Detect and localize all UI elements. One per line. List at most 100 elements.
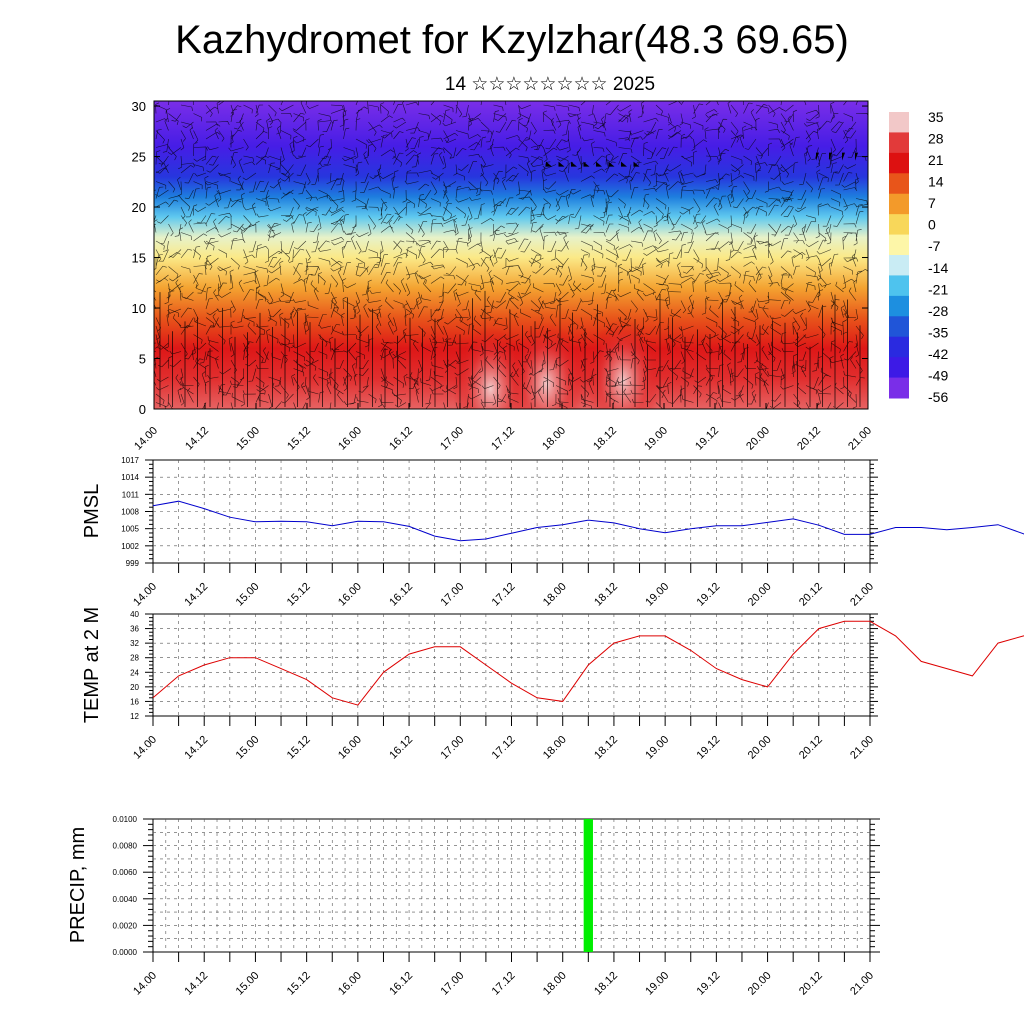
wind-flag-right-1 bbox=[829, 152, 832, 161]
pmsl-xtick-label-8: 18.00 bbox=[541, 581, 569, 609]
heat-xtick-label-10: 19.00 bbox=[642, 425, 670, 453]
wind-flag-2 bbox=[571, 161, 577, 167]
pmsl-ylabel: PMSL bbox=[81, 484, 103, 538]
pmsl-ytick-label-6: 1017 bbox=[121, 456, 139, 465]
colorbar-label-1: 28 bbox=[928, 131, 944, 147]
colorbar-bin-6 bbox=[889, 234, 909, 256]
heat-ytick-label-3: 15 bbox=[132, 251, 146, 266]
temp-ytick-label-2: 20 bbox=[130, 683, 139, 692]
colorbar-label-0: 35 bbox=[928, 109, 944, 125]
temp-xtick-label-3: 15.12 bbox=[285, 734, 313, 762]
precip-xtick-label-2: 15.00 bbox=[234, 970, 262, 998]
precip-xtick-label-8: 18.00 bbox=[541, 970, 569, 998]
colorbar-bin-7 bbox=[889, 255, 909, 276]
pmsl-ytick-label-1: 1002 bbox=[121, 542, 139, 551]
pmsl-grid bbox=[153, 460, 870, 563]
precip-ytick-label-1: 0.0020 bbox=[113, 921, 138, 930]
colorbar-bin-9 bbox=[889, 295, 909, 317]
temp-xtick-label-13: 20.12 bbox=[797, 734, 825, 762]
pmsl-xtick-label-9: 18.12 bbox=[592, 581, 620, 609]
pmsl-xtick-label-1: 14.12 bbox=[182, 581, 210, 609]
precip-ytick-label-4: 0.0080 bbox=[113, 842, 138, 851]
colorbar-label-3: 14 bbox=[928, 174, 944, 190]
wind-flag-5 bbox=[608, 161, 615, 167]
temp-xtick-label-14: 21.00 bbox=[848, 734, 876, 762]
colorbar-label-2: 21 bbox=[928, 152, 944, 168]
colorbar-bin-8 bbox=[889, 275, 909, 297]
temp-xtick-label-9: 18.12 bbox=[592, 734, 620, 762]
precip-xtick-label-10: 19.00 bbox=[643, 970, 671, 998]
precip-panel: 0.0000 0.0020 0.0040 0.0060 0.0080 0.0100 14.0… bbox=[67, 815, 880, 998]
colorbar-bin-12 bbox=[889, 357, 909, 379]
pmsl-xtick-label-2: 15.00 bbox=[234, 581, 262, 609]
heat-xtick-label-9: 18.12 bbox=[591, 425, 619, 453]
precip-grid bbox=[153, 819, 870, 952]
precip-xtick-label-3: 15.12 bbox=[285, 970, 313, 998]
heat-xtick-label-4: 16.00 bbox=[336, 425, 364, 453]
precip-bar-0 bbox=[583, 819, 593, 952]
heat-xtick-label-0: 14.00 bbox=[132, 425, 160, 453]
colorbar-bin-0 bbox=[889, 112, 909, 133]
colorbar-label-10: -35 bbox=[928, 324, 948, 340]
temp-series-line bbox=[152, 620, 1024, 706]
precip-xtick-label-7: 17.12 bbox=[490, 970, 518, 998]
precip-ytick-label-3: 0.0060 bbox=[113, 868, 138, 877]
vertical-section-panel: 0 5 10 15 20 25 30 14.00 14.12 15.00 15.12 16.00 16.… bbox=[132, 99, 875, 453]
precip-xtick-label-6: 17.00 bbox=[438, 970, 466, 998]
temp-ytick-label-0: 12 bbox=[130, 712, 139, 721]
heat-xtick-label-3: 15.12 bbox=[285, 425, 313, 453]
colorbar-bin-10 bbox=[889, 316, 909, 338]
pmsl-series-line bbox=[152, 500, 1024, 542]
pmsl-xtick-label-3: 15.12 bbox=[285, 581, 313, 609]
warm-core-1 bbox=[508, 321, 585, 409]
pmsl-xtick-label-6: 17.00 bbox=[438, 581, 466, 609]
colorbar-label-4: 7 bbox=[928, 195, 936, 211]
wind-flag-7 bbox=[633, 161, 640, 167]
precip-xtick-label-4: 16.00 bbox=[336, 970, 364, 998]
temp-xtick-label-6: 17.00 bbox=[438, 734, 466, 762]
surface-barb-lines bbox=[159, 290, 861, 407]
precip-xtick-label-1: 14.12 bbox=[182, 970, 210, 998]
pmsl-ytick-label-2: 1005 bbox=[121, 525, 139, 534]
temp-panel: 12 16 20 24 28 32 36 40 14.00 14.12 15.00 15.12 16.0… bbox=[81, 607, 1024, 762]
colorbar-label-11: -42 bbox=[928, 346, 948, 362]
pmsl-ytick-label-4: 1011 bbox=[122, 490, 140, 499]
temp-ytick-label-4: 28 bbox=[130, 654, 139, 663]
precip-xtick-label-12: 20.00 bbox=[746, 970, 774, 998]
pmsl-ytick-label-3: 1008 bbox=[121, 508, 139, 517]
temp-ytick-label-6: 36 bbox=[130, 625, 139, 634]
heat-xtick-label-8: 18.00 bbox=[540, 425, 568, 453]
wind-flag-1 bbox=[558, 161, 565, 167]
pmsl-panel: 999 1002 1005 1008 1011 1014 1017 14.00 14.12 15.… bbox=[81, 456, 1024, 609]
temp-ytick-label-7: 40 bbox=[130, 610, 139, 619]
chart-subtitle: 14 ☆☆☆☆☆☆☆☆ 2025 bbox=[444, 74, 656, 95]
heat-ytick-label-4: 20 bbox=[132, 200, 146, 215]
colorbar-label-6: -7 bbox=[928, 238, 941, 254]
heat-xtick-label-6: 17.00 bbox=[438, 425, 466, 453]
temp-xtick-label-0: 14.00 bbox=[131, 734, 159, 762]
heat-xtick-label-7: 17.12 bbox=[489, 425, 517, 453]
pmsl-xtick-label-5: 16.12 bbox=[387, 581, 415, 609]
heat-xtick-label-1: 14.12 bbox=[183, 425, 211, 453]
precip-ylabel: PRECIP, mm bbox=[67, 827, 89, 943]
heat-xtick-label-14: 21.00 bbox=[846, 425, 874, 453]
heat-ytick-label-6: 30 bbox=[132, 99, 146, 114]
colorbar-label-8: -21 bbox=[928, 281, 948, 297]
colorbar-label-7: -14 bbox=[928, 260, 948, 276]
heat-ytick-label-0: 0 bbox=[139, 402, 146, 417]
wind-flags bbox=[546, 152, 858, 167]
colorbar-label-5: 0 bbox=[928, 217, 936, 233]
pmsl-xtick-label-12: 20.00 bbox=[746, 581, 774, 609]
wind-flag-right-2 bbox=[842, 152, 845, 161]
colorbar-bin-1 bbox=[889, 132, 909, 154]
heat-ytick-label-1: 5 bbox=[139, 352, 146, 367]
colorbar-bin-5 bbox=[889, 214, 909, 236]
colorbar: 35 28 21 14 7 0 -7 -14 -21 -28 -35 -42 -49 -56 bbox=[889, 109, 948, 405]
temp-xtick-label-11: 19.12 bbox=[695, 734, 723, 762]
heat-ytick-label-2: 10 bbox=[132, 301, 146, 316]
pmsl-xtick-label-7: 17.12 bbox=[490, 581, 518, 609]
pmsl-xtick-label-14: 21.00 bbox=[848, 581, 876, 609]
colorbar-label-13: -56 bbox=[928, 389, 948, 405]
precip-xtick-label-0: 14.00 bbox=[131, 970, 159, 998]
